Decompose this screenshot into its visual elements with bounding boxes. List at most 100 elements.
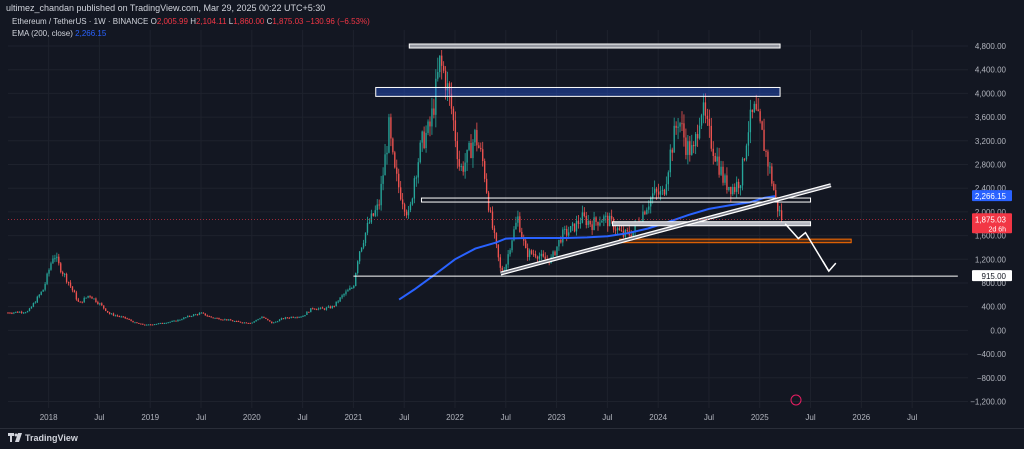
candle-up [753, 103, 755, 113]
y-tick-label: 3,600.00 [975, 113, 1007, 122]
candle-up [13, 312, 15, 314]
candle-down [595, 217, 597, 222]
candle-up [581, 212, 584, 223]
candle-down [683, 123, 685, 138]
candle-up [648, 206, 650, 210]
candle-up [468, 143, 470, 150]
x-tick-label: Jul [602, 413, 612, 422]
candle-up [698, 125, 701, 139]
candle-down [607, 215, 609, 227]
candle-up [34, 302, 37, 304]
candle-down [62, 272, 64, 275]
candle-down [708, 118, 711, 126]
candle-down [218, 318, 220, 320]
candle-up [298, 316, 300, 318]
candle-down [231, 320, 234, 322]
symbol-title[interactable]: Ethereum / TetherUS · 1W · BINANCE [12, 17, 149, 26]
candle-up [368, 222, 371, 224]
candle-down [706, 115, 709, 119]
candle-up [19, 311, 21, 313]
event-icon [790, 394, 802, 406]
y-tick-label: −800.00 [977, 374, 1007, 383]
candle-up [601, 220, 603, 223]
candle-down [618, 228, 621, 231]
candle-up [349, 288, 351, 291]
candle-up [673, 125, 675, 153]
candle-down [780, 210, 783, 220]
candle-up [319, 307, 322, 309]
candle-up [310, 308, 312, 313]
candle-down [403, 204, 406, 212]
candle-down [288, 317, 291, 319]
candle-down [493, 228, 496, 233]
candle-down [245, 322, 248, 324]
candle-down [542, 253, 544, 257]
candle-up [569, 226, 572, 233]
candle-up [505, 264, 507, 271]
candle-up [384, 154, 386, 176]
candle-up [388, 117, 390, 153]
candle-up [233, 321, 236, 323]
candle-down [591, 224, 593, 230]
candle-up [46, 273, 48, 284]
candle-down [499, 257, 501, 268]
candle-down [138, 322, 140, 324]
candle-up [24, 312, 27, 314]
candle-up [679, 123, 681, 127]
candle-down [206, 315, 208, 317]
candle-down [482, 149, 484, 162]
ema-price-tag-bg [972, 190, 1012, 202]
level-price-tag-text: 915.00 [982, 272, 1007, 281]
candle-down [144, 324, 146, 326]
candle-down [116, 315, 119, 317]
ema-line [398, 195, 776, 301]
candle-down [329, 306, 332, 309]
y-tick-label: 2,000.00 [975, 208, 1007, 217]
candle-down [478, 145, 480, 148]
candle-down [462, 166, 464, 172]
candle-up [517, 216, 519, 223]
candle-up [120, 316, 122, 318]
candle-up [507, 254, 509, 265]
last-price-tag: 1,875.03 2d 6h [972, 213, 1012, 234]
candle-up [564, 229, 566, 231]
candle-down [401, 199, 404, 205]
candle-up [421, 131, 423, 143]
candle-down [696, 134, 699, 139]
candle-down [151, 324, 154, 326]
candle-down [130, 319, 132, 321]
candle-down [532, 253, 535, 255]
candle-down [710, 125, 712, 149]
time-axis[interactable]: 2018 Jul 2019 Jul 2020 Jul 2021 Jul 2022 Jul 2023 J… [40, 413, 918, 422]
candle-down [239, 321, 242, 323]
candle-down [136, 322, 138, 324]
candle-down [106, 310, 109, 313]
candle-up [278, 319, 281, 322]
candle-up [171, 321, 173, 323]
candle-up [616, 228, 619, 231]
price-axis[interactable]: 4,800.00 4,400.00 4,000.00 3,600.00 3,200.00… [970, 42, 1012, 406]
grid-lines [8, 30, 968, 408]
candle-down [210, 316, 212, 318]
candle-up [163, 323, 165, 325]
candle-down [763, 129, 765, 151]
candle-down [671, 149, 673, 153]
candle-down [71, 286, 74, 291]
candle-down [441, 55, 443, 66]
candle-down [79, 301, 81, 303]
tradingview-logo[interactable]: TradingView [8, 433, 78, 443]
candle-up [327, 306, 330, 308]
candle-up [257, 319, 259, 321]
candle-down [216, 317, 218, 319]
candle-down [718, 156, 720, 175]
ema-legend[interactable]: EMA (200, close) 2,266.15 [12, 29, 106, 38]
candle-down [583, 212, 585, 216]
candle-up [294, 317, 296, 319]
candle-up [52, 258, 54, 264]
candle-down [247, 322, 249, 324]
candle-up [556, 246, 558, 256]
candle-down [314, 308, 316, 310]
last-price-tag-text: 1,875.03 [975, 215, 1007, 224]
candle-down [296, 317, 298, 319]
